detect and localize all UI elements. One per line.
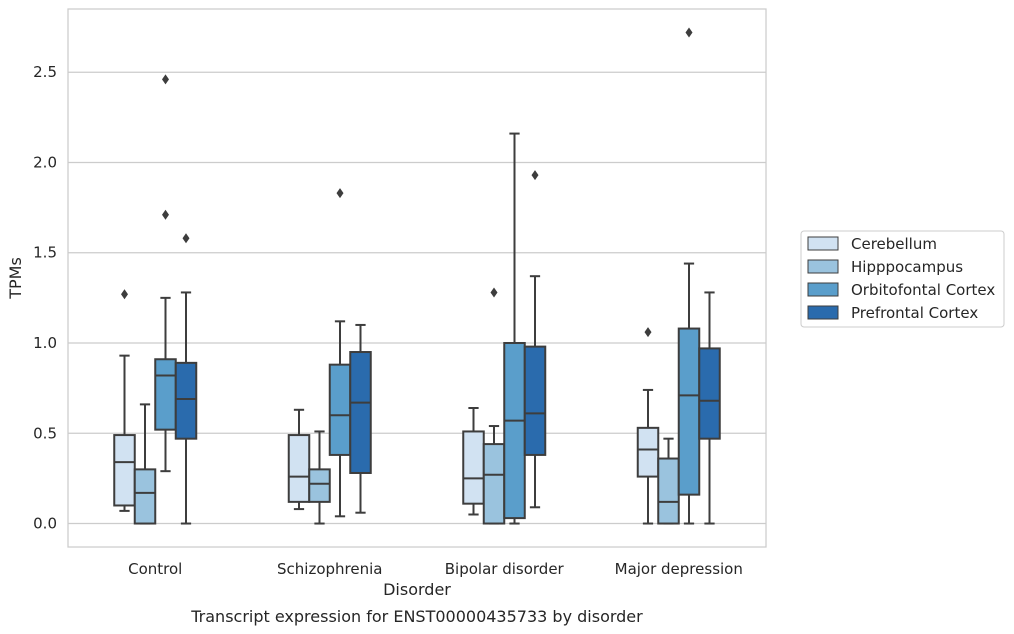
y-tick-label: 2.5 <box>33 63 57 81</box>
box-hipppocampus <box>482 287 506 525</box>
box-hipppocampus <box>133 403 157 525</box>
legend-swatch <box>807 236 839 251</box>
box-iqr <box>636 426 660 478</box>
box-cerebellum <box>636 327 660 525</box>
legend-frame <box>800 230 1005 328</box>
outlier-marker <box>121 289 128 300</box>
box-cerebellum <box>287 408 311 511</box>
y-tick-label: 0.0 <box>33 515 57 533</box>
box-iqr <box>349 351 372 474</box>
box-iqr <box>657 457 680 525</box>
legend-label: Hipppocampus <box>851 258 963 276</box>
x-axis-title: Disorder <box>383 580 451 599</box>
box-iqr <box>113 434 136 507</box>
box-iqr <box>503 341 526 520</box>
box-iqr <box>154 358 177 431</box>
y-axis-ticks: 0.0 0.5 1.0 1.5 2.0 2.5 <box>33 63 57 532</box>
box-hipppocampus <box>657 437 680 525</box>
box-orbitofontal-cortex <box>328 188 352 518</box>
box-iqr <box>523 345 547 456</box>
x-tick-label: Bipolar disorder <box>445 560 565 578</box>
y-tick-label: 2.0 <box>33 153 57 171</box>
outlier-marker <box>685 27 693 38</box>
box-iqr <box>462 430 485 505</box>
box-iqr <box>482 443 506 525</box>
box-cerebellum <box>113 289 136 512</box>
boxes <box>113 27 721 525</box>
box-iqr <box>698 347 721 440</box>
box-prefrontal-cortex <box>174 233 198 525</box>
box-prefrontal-cortex <box>349 323 372 514</box>
box-iqr <box>328 363 352 456</box>
box-iqr <box>677 327 701 496</box>
y-tick-label: 1.5 <box>33 244 57 262</box>
legend-label: Cerebellum <box>851 235 937 253</box>
box-prefrontal-cortex <box>523 170 547 509</box>
box-prefrontal-cortex <box>698 291 721 525</box>
legend-swatch <box>807 259 839 274</box>
outlier-marker <box>162 209 169 220</box>
box-hipppocampus <box>308 430 331 525</box>
box-iqr <box>308 468 331 503</box>
box-iqr <box>174 361 198 440</box>
gridlines <box>68 71 766 525</box>
outlier-marker <box>182 233 190 244</box>
legend-swatch <box>807 305 839 320</box>
box-orbitofontal-cortex <box>677 27 701 525</box>
x-axis-ticks: Control Schizophrenia Bipolar disorder Majo… <box>128 560 743 578</box>
plot-area-frame <box>67 8 767 548</box>
x-tick-label: Control <box>128 560 182 578</box>
legend-label: Prefrontal Cortex <box>851 304 978 322</box>
legend-swatch <box>807 282 839 297</box>
chart-caption: Transcript expression for ENST0000043573… <box>190 607 643 626</box>
outlier-marker <box>531 170 539 181</box>
outlier-marker <box>336 188 344 199</box>
legend-label: Orbitofontal Cortex <box>851 281 995 299</box>
y-tick-label: 0.5 <box>33 424 57 442</box>
x-tick-label: Major depression <box>615 560 743 578</box>
box-cerebellum <box>462 406 485 516</box>
x-tick-label: Schizophrenia <box>277 560 382 578</box>
outlier-marker <box>162 74 169 85</box>
outlier-marker <box>644 327 652 338</box>
y-tick-label: 1.0 <box>33 334 57 352</box>
box-iqr <box>133 468 157 525</box>
legend: Cerebellum Hipppocampus Orbitofontal Corte… <box>800 230 1005 328</box>
y-axis-title: TPMs <box>6 257 25 300</box>
outlier-marker <box>490 287 498 298</box>
box-iqr <box>287 434 311 503</box>
box-orbitofontal-cortex <box>503 132 526 525</box>
box-orbitofontal-cortex <box>154 74 177 473</box>
